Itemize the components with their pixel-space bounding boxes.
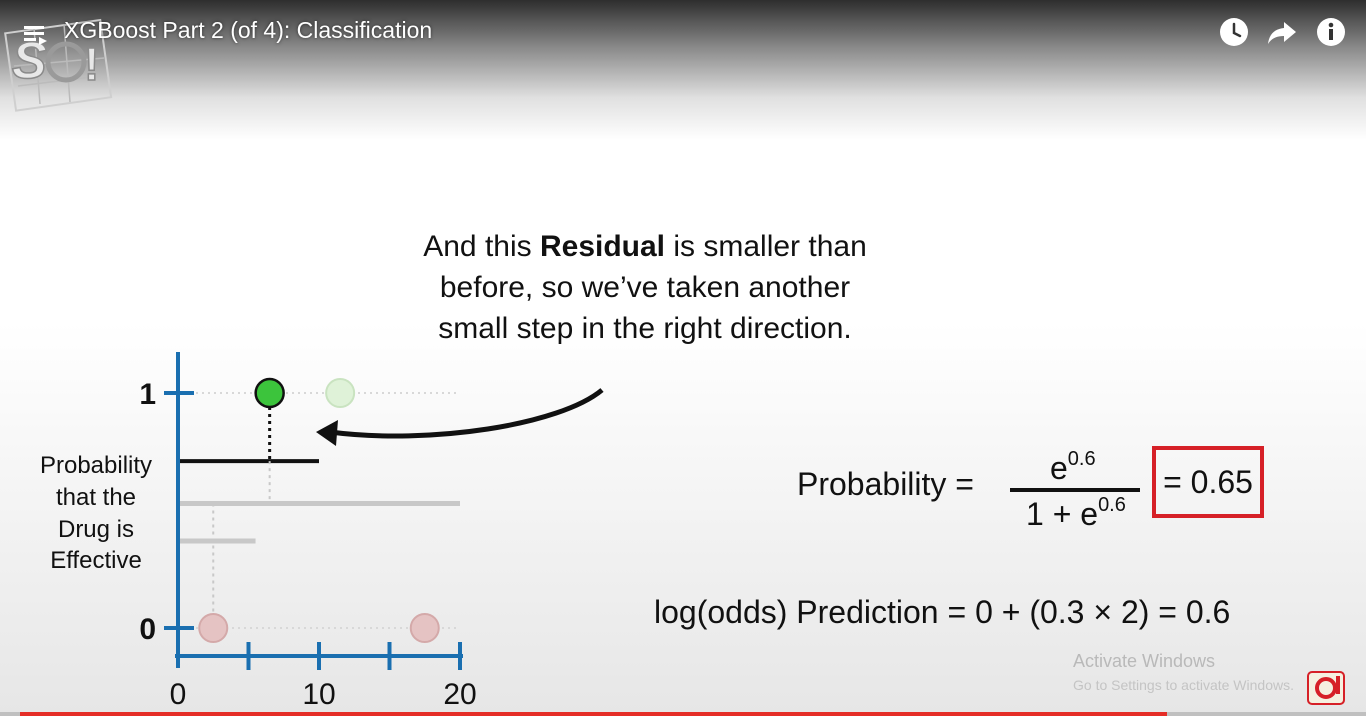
y-axis-label-line: that the bbox=[56, 484, 136, 511]
y-axis-label-line: Effective bbox=[50, 547, 142, 574]
numerator-base: e bbox=[1050, 450, 1068, 486]
info-icon[interactable] bbox=[1315, 16, 1347, 48]
probability-label: Probability = bbox=[797, 466, 974, 502]
y-axis-label-line: Probability bbox=[40, 452, 152, 479]
data-point bbox=[198, 613, 229, 643]
y-tick-label: 0 bbox=[139, 613, 156, 646]
probability-result-box: = 0.65 bbox=[1152, 446, 1264, 518]
x-tick-label: 20 bbox=[443, 678, 476, 711]
data-point bbox=[254, 377, 285, 409]
watch-later-clock-icon[interactable] bbox=[1218, 16, 1250, 48]
caption-post: is smaller than before, so we’ve taken a… bbox=[438, 230, 867, 345]
activate-windows-title: Activate Windows bbox=[1073, 651, 1216, 671]
activate-windows-subtitle: Go to Settings to activate Windows. bbox=[1073, 677, 1294, 693]
data-point bbox=[325, 378, 356, 408]
caption-pre: And this bbox=[423, 230, 540, 263]
x-tick-label: 10 bbox=[302, 678, 335, 711]
y-axis-label: Probability that the Drug is Effective bbox=[40, 452, 152, 574]
fraction-denominator: 1 + e0.6 bbox=[1026, 494, 1126, 533]
fraction-numerator: e0.6 bbox=[1050, 448, 1096, 487]
playlist-icon[interactable] bbox=[22, 20, 50, 48]
probability-result: = 0.65 bbox=[1163, 463, 1253, 500]
caption-text: And this Residual is smaller than before… bbox=[405, 226, 885, 349]
callout-arrow-head bbox=[316, 420, 338, 446]
denominator-exponent: 0.6 bbox=[1098, 494, 1126, 516]
video-title[interactable]: XGBoost Part 2 (of 4): Classification bbox=[64, 17, 433, 43]
share-arrow-icon[interactable] bbox=[1266, 16, 1298, 48]
video-progress-bar[interactable] bbox=[0, 712, 1366, 716]
top-gradient-overlay bbox=[0, 0, 1366, 140]
logodds-prediction-formula: log(odds) Prediction = 0 + (0.3 × 2) = 0… bbox=[654, 594, 1231, 630]
numerator-exponent: 0.6 bbox=[1067, 448, 1096, 470]
channel-logo[interactable]: S ! bbox=[4, 6, 116, 114]
svg-text:S: S bbox=[12, 32, 47, 90]
caption-bold-residual: Residual bbox=[539, 230, 666, 263]
callout-arrow bbox=[329, 388, 604, 439]
data-point bbox=[409, 613, 440, 643]
y-axis-label-line: Drug is bbox=[58, 516, 134, 543]
svg-text:!: ! bbox=[84, 38, 99, 90]
channel-corner-logo[interactable] bbox=[1306, 668, 1346, 708]
x-tick-label: 0 bbox=[170, 678, 187, 711]
y-tick-label: 1 bbox=[139, 378, 156, 411]
fraction-bar bbox=[1010, 488, 1140, 492]
video-progress-fill[interactable] bbox=[20, 712, 1168, 716]
denominator-base: 1 + e bbox=[1026, 496, 1099, 532]
probability-chart: Probability that the Drug is Effective 0… bbox=[40, 352, 604, 711]
